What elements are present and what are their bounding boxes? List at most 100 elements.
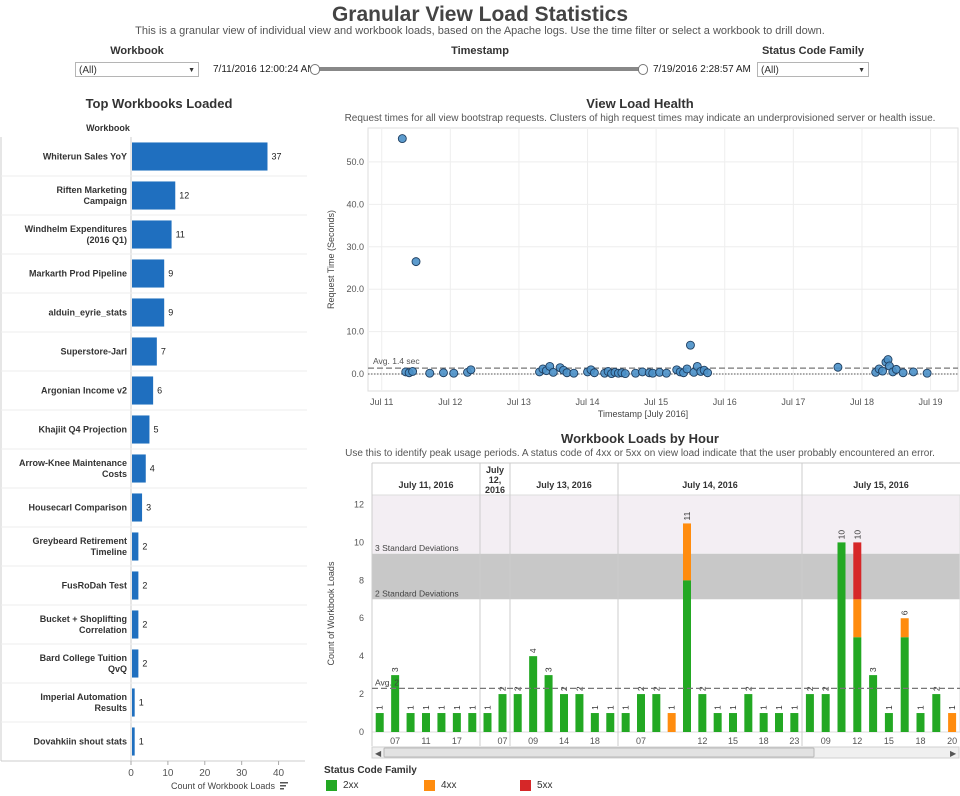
legend-item-5xx[interactable]: 5xx xyxy=(520,780,553,791)
workbook-label: Bucket + Shoplifting Correlation xyxy=(40,614,127,635)
y-tick-label: 6 xyxy=(359,613,364,623)
page-title: Granular View Load Statistics xyxy=(331,3,629,26)
hour-bar-2xx xyxy=(422,713,430,732)
data-point xyxy=(589,368,599,378)
workbook-filter-value: (All) xyxy=(79,65,97,76)
bar-value-label: 3 xyxy=(868,667,878,672)
legend-item-2xx[interactable]: 2xx xyxy=(326,780,359,791)
bar-value-label: 9 xyxy=(168,308,173,318)
timestamp-slider-end-handle[interactable] xyxy=(638,64,648,75)
y-tick-label: 50.0 xyxy=(346,157,364,167)
timestamp-filter-label: Timestamp xyxy=(451,45,509,57)
y-tick-label: 40.0 xyxy=(346,199,364,209)
x-tick-label: 15 xyxy=(728,736,738,746)
hour-bar-2xx xyxy=(775,713,783,732)
workbook-bar xyxy=(132,376,154,405)
status-filter-label: Status Code Family xyxy=(761,45,865,57)
hour-bar-2xx xyxy=(729,713,737,732)
hour-bar-4xx xyxy=(667,713,676,732)
data-point xyxy=(620,369,630,379)
bar-value-label: 7 xyxy=(161,347,166,357)
sort-icon-line xyxy=(280,788,284,790)
bar-value-label: 1 xyxy=(759,705,769,710)
hour-bar-2xx xyxy=(468,713,477,732)
legend-item-4xx[interactable]: 4xx xyxy=(424,780,457,791)
workbook-filter-dropdown[interactable]: (All) ▼ xyxy=(75,62,199,77)
workbook-bar xyxy=(132,610,139,639)
status-filter-dropdown[interactable]: (All) ▼ xyxy=(757,62,869,77)
hour-bar-4xx xyxy=(948,713,957,732)
bar-value-label: 9 xyxy=(168,269,173,279)
legend-label-2xx: 2xx xyxy=(343,780,359,792)
scroll-left-icon: ◀ xyxy=(375,749,382,758)
workbook-bar xyxy=(132,571,139,600)
legend-swatch-2xx xyxy=(326,780,337,791)
above-3sd-band xyxy=(372,495,960,554)
bar-value-label: 1 xyxy=(667,705,677,710)
data-point xyxy=(425,368,435,378)
chart-subtitle: Request times for all view bootstrap req… xyxy=(345,113,936,124)
hour-bar-2xx xyxy=(437,713,446,732)
hour-bar-2xx xyxy=(652,694,661,732)
bar-value-label: 10 xyxy=(852,530,862,540)
data-point xyxy=(703,368,713,378)
horizontal-scrollbar[interactable]: ◀ ▶ xyxy=(371,746,960,759)
data-point xyxy=(548,367,558,377)
scrollbar-thumb xyxy=(383,747,815,758)
hour-bar-2xx xyxy=(853,637,862,732)
bar-value-label: 3 xyxy=(544,667,554,672)
hour-bar-2xx xyxy=(805,694,814,732)
bar-value-label: 1 xyxy=(728,705,738,710)
workbook-label: Superstore-Jarl xyxy=(60,347,127,357)
data-point xyxy=(878,366,887,376)
bar-value-label: 1 xyxy=(421,705,431,710)
hour-bar-2xx xyxy=(498,694,507,732)
x-tick-label: 20 xyxy=(199,768,211,779)
chart-title: Top Workbooks Loaded xyxy=(86,96,233,111)
workbook-bar xyxy=(132,220,172,249)
timestamp-slider-start-handle[interactable] xyxy=(310,64,320,75)
x-tick-label: 40 xyxy=(273,768,285,779)
bar-value-label: 1 xyxy=(483,705,493,710)
data-point xyxy=(466,365,476,375)
bar-value-label: 12 xyxy=(179,191,189,201)
bar-value-label: 2 xyxy=(142,659,147,669)
bar-value-label: 37 xyxy=(271,152,281,162)
workbook-label: Arrow-Knee Maintenance Costs xyxy=(19,458,127,479)
hour-bar-4xx xyxy=(853,599,862,638)
x-tick-label: 14 xyxy=(559,736,569,746)
scroll-right-icon: ▶ xyxy=(950,749,957,758)
workbook-label: FusRoDah Test xyxy=(62,581,127,591)
chart-subtitle: Use this to identify peak usage periods.… xyxy=(345,448,935,459)
bar-value-label: 1 xyxy=(452,705,462,710)
x-tick-label: 12 xyxy=(697,736,707,746)
y-tick-label: 30.0 xyxy=(346,242,364,252)
bar-value-label: 3 xyxy=(146,503,151,513)
x-tick-label: 12 xyxy=(852,736,862,746)
hour-bar-2xx xyxy=(759,713,768,732)
x-axis-title: Timestamp [July 2016] xyxy=(598,409,688,419)
workbook-bar xyxy=(132,493,143,522)
bar-value-label: 4 xyxy=(150,464,155,474)
row-header: Workbook xyxy=(86,123,131,133)
timestamp-slider-track[interactable] xyxy=(314,67,642,71)
y-axis-title: Count of Workbook Loads xyxy=(326,561,336,665)
bar-value-label: 1 xyxy=(139,698,144,708)
average-label: Avg. 1.4 sec xyxy=(373,356,420,366)
workbook-label: Housecarl Comparison xyxy=(28,503,127,513)
workbook-label: Riften Marketing Campaign xyxy=(56,185,127,206)
hour-bar-2xx xyxy=(683,580,691,732)
hour-bar-2xx xyxy=(375,713,384,732)
bar-value-label: 1 xyxy=(139,737,144,747)
bar-value-label: 1 xyxy=(406,705,416,710)
hour-bar-4xx xyxy=(900,618,909,638)
plot-frame xyxy=(367,127,959,392)
top-workbooks-chart: Top Workbooks Loaded Workbook Whiterun Sal… xyxy=(0,96,307,791)
bar-value-label: 5 xyxy=(153,425,158,435)
sd3-label: 3 Standard Deviations xyxy=(375,543,459,553)
x-tick-label: 30 xyxy=(236,768,248,779)
sort-icon xyxy=(280,782,288,790)
x-tick-label: 10 xyxy=(162,768,174,779)
sort-icon-line xyxy=(280,785,286,787)
x-tick-label: Jul 14 xyxy=(576,397,600,407)
